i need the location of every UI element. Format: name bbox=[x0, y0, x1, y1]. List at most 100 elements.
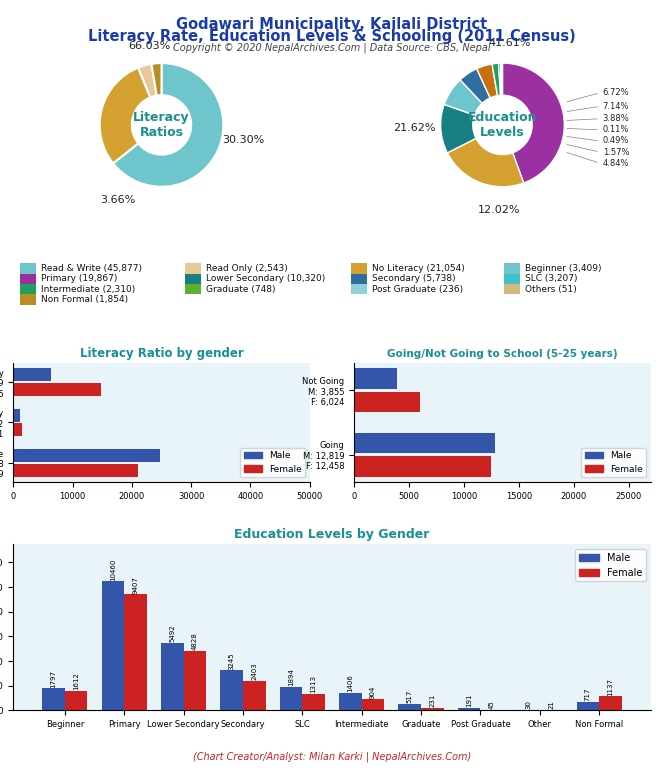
Title: Going/Not Going to School (5-25 years): Going/Not Going to School (5-25 years) bbox=[387, 349, 618, 359]
Text: Secondary (5,738): Secondary (5,738) bbox=[372, 274, 456, 283]
Text: Beginner (3,409): Beginner (3,409) bbox=[525, 264, 602, 273]
Bar bbox=[576, 701, 599, 710]
Text: Literacy
Ratios: Literacy Ratios bbox=[133, 111, 190, 139]
Wedge shape bbox=[501, 63, 502, 95]
Bar bbox=[13, 383, 101, 396]
Text: No Literacy (21,054): No Literacy (21,054) bbox=[372, 264, 465, 273]
Wedge shape bbox=[100, 68, 150, 164]
Bar bbox=[102, 581, 124, 710]
Text: 231: 231 bbox=[430, 694, 436, 707]
Bar bbox=[185, 263, 201, 273]
Text: 3.66%: 3.66% bbox=[101, 195, 136, 205]
Bar bbox=[13, 464, 138, 476]
Bar bbox=[243, 680, 266, 710]
Text: 6.72%: 6.72% bbox=[603, 88, 629, 98]
Bar bbox=[421, 707, 444, 710]
Wedge shape bbox=[492, 63, 501, 96]
Bar bbox=[13, 369, 50, 382]
Bar bbox=[20, 263, 36, 273]
Text: 4828: 4828 bbox=[192, 632, 198, 650]
Legend: Male, Female: Male, Female bbox=[576, 549, 646, 581]
Bar bbox=[458, 708, 481, 710]
Bar bbox=[354, 456, 491, 476]
Bar bbox=[599, 697, 622, 710]
Bar bbox=[354, 369, 396, 389]
Text: Lower Secondary (10,320): Lower Secondary (10,320) bbox=[207, 274, 325, 283]
Bar bbox=[185, 284, 201, 294]
Wedge shape bbox=[448, 138, 524, 187]
Text: 1137: 1137 bbox=[608, 677, 614, 696]
Legend: Male, Female: Male, Female bbox=[581, 448, 646, 478]
Wedge shape bbox=[499, 63, 501, 95]
Text: 3.88%: 3.88% bbox=[603, 114, 629, 123]
Text: Others (51): Others (51) bbox=[525, 285, 577, 293]
Title: Education Levels by Gender: Education Levels by Gender bbox=[234, 528, 430, 541]
Text: Education
Levels: Education Levels bbox=[467, 111, 537, 139]
Wedge shape bbox=[151, 63, 161, 96]
Text: 66.03%: 66.03% bbox=[128, 41, 170, 51]
Text: 1.57%: 1.57% bbox=[603, 147, 629, 157]
Text: 1612: 1612 bbox=[73, 672, 79, 690]
Text: Primary (19,867): Primary (19,867) bbox=[41, 274, 117, 283]
Bar bbox=[42, 688, 65, 710]
Bar bbox=[65, 690, 88, 710]
Text: 21: 21 bbox=[548, 700, 554, 710]
Wedge shape bbox=[503, 63, 564, 183]
Text: 10460: 10460 bbox=[110, 558, 116, 581]
Bar bbox=[220, 670, 243, 710]
Bar bbox=[124, 594, 147, 710]
Bar bbox=[354, 433, 495, 453]
Text: 4.84%: 4.84% bbox=[603, 159, 629, 167]
Text: Post Graduate (236): Post Graduate (236) bbox=[372, 285, 463, 293]
Text: 0.49%: 0.49% bbox=[603, 137, 629, 145]
Wedge shape bbox=[441, 104, 476, 153]
Text: 2403: 2403 bbox=[251, 662, 257, 680]
Bar bbox=[351, 263, 367, 273]
Legend: Male, Female: Male, Female bbox=[240, 448, 305, 478]
Text: Read Only (2,543): Read Only (2,543) bbox=[207, 264, 288, 273]
Text: Graduate (748): Graduate (748) bbox=[207, 285, 276, 293]
Text: 30.30%: 30.30% bbox=[222, 135, 264, 145]
Wedge shape bbox=[444, 80, 482, 115]
Text: 30: 30 bbox=[525, 700, 531, 710]
Text: 12.02%: 12.02% bbox=[478, 205, 521, 215]
Bar bbox=[185, 273, 201, 284]
Bar bbox=[183, 650, 206, 710]
Text: SLC (3,207): SLC (3,207) bbox=[525, 274, 578, 283]
Bar bbox=[504, 263, 520, 273]
Text: Intermediate (2,310): Intermediate (2,310) bbox=[41, 285, 135, 293]
Text: Copyright © 2020 NepalArchives.Com | Data Source: CBS, Nepal: Copyright © 2020 NepalArchives.Com | Dat… bbox=[173, 42, 491, 53]
Text: 1797: 1797 bbox=[50, 670, 56, 687]
Text: Literacy Rate, Education Levels & Schooling (2011 Census): Literacy Rate, Education Levels & School… bbox=[88, 29, 576, 45]
Text: 517: 517 bbox=[407, 690, 413, 703]
Bar bbox=[351, 273, 367, 284]
Bar bbox=[504, 273, 520, 284]
Bar bbox=[302, 694, 325, 710]
Text: Godawari Municipality, Kailali District: Godawari Municipality, Kailali District bbox=[177, 17, 487, 32]
Bar bbox=[504, 284, 520, 294]
Text: 1313: 1313 bbox=[311, 676, 317, 694]
Wedge shape bbox=[113, 63, 223, 187]
Text: 7.14%: 7.14% bbox=[603, 102, 629, 111]
Bar bbox=[354, 392, 420, 412]
Bar bbox=[13, 409, 20, 422]
Bar bbox=[161, 643, 183, 710]
Text: 45: 45 bbox=[489, 700, 495, 709]
Text: 0.11%: 0.11% bbox=[603, 125, 629, 134]
Wedge shape bbox=[138, 64, 157, 98]
Text: 1894: 1894 bbox=[288, 668, 294, 687]
Text: Read & Write (45,877): Read & Write (45,877) bbox=[41, 264, 141, 273]
Text: 191: 191 bbox=[466, 694, 472, 707]
Bar bbox=[362, 699, 384, 710]
Text: 5492: 5492 bbox=[169, 624, 175, 642]
Text: 41.61%: 41.61% bbox=[489, 38, 531, 48]
Text: Non Formal (1,854): Non Formal (1,854) bbox=[41, 295, 127, 304]
Bar bbox=[20, 273, 36, 284]
Bar bbox=[398, 704, 421, 710]
Wedge shape bbox=[460, 68, 490, 103]
Text: 904: 904 bbox=[370, 685, 376, 699]
Text: (Chart Creator/Analyst: Milan Karki | NepalArchives.Com): (Chart Creator/Analyst: Milan Karki | Ne… bbox=[193, 751, 471, 762]
Text: 9407: 9407 bbox=[133, 576, 139, 594]
Bar bbox=[339, 693, 362, 710]
Text: 21.62%: 21.62% bbox=[394, 123, 436, 133]
